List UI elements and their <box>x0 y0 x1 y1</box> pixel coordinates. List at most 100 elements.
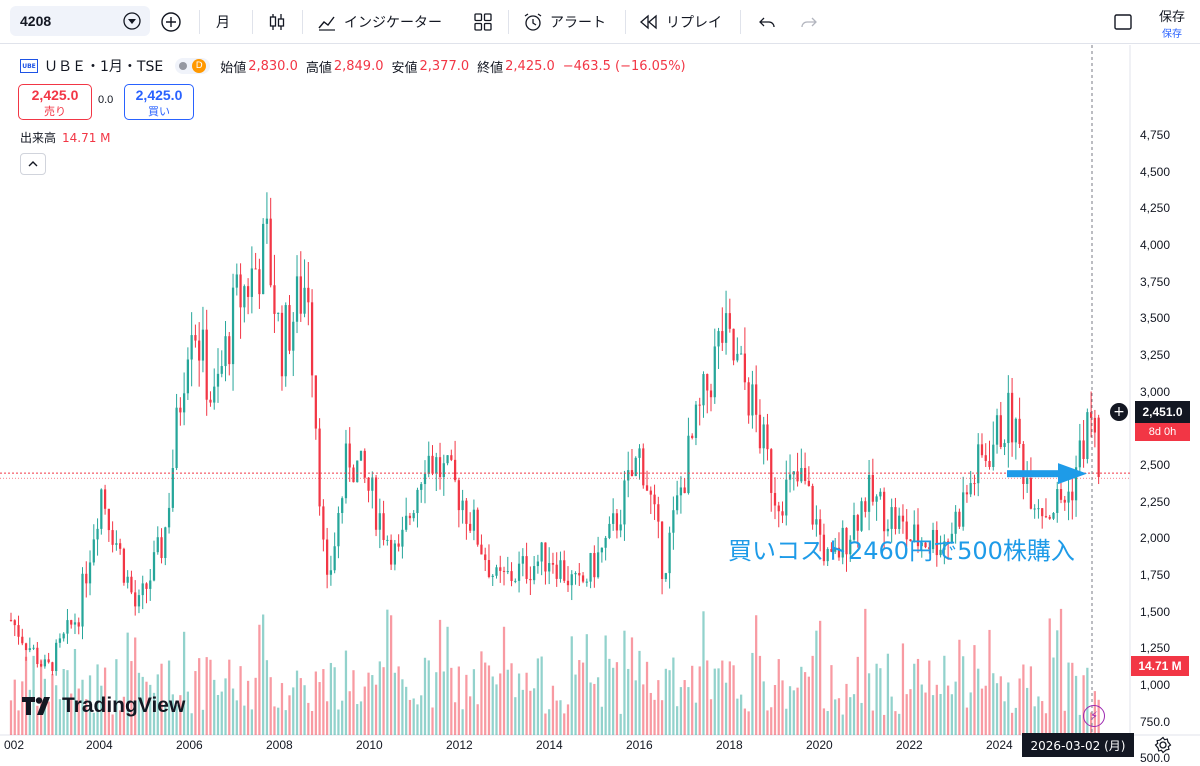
candle-body <box>182 393 186 413</box>
volume-bar <box>717 668 720 735</box>
top-toolbar: 4208 月 インジケーター アラート リプレイ 保存 保存 <box>0 0 1200 44</box>
fullscreen-button[interactable] <box>1112 8 1134 36</box>
candle-body <box>593 553 596 578</box>
interval-button[interactable]: 月 <box>216 15 230 31</box>
candle-body <box>1086 412 1089 459</box>
replay-button[interactable]: リプレイ <box>638 8 722 36</box>
redo-button[interactable] <box>798 8 820 36</box>
buy-button[interactable]: 2,425.0 買い <box>124 84 194 120</box>
candle-body <box>965 492 969 495</box>
chart-type-button[interactable] <box>266 8 288 36</box>
volume-bar <box>378 661 381 735</box>
candle-body <box>830 549 833 552</box>
tradingview-watermark[interactable]: TradingView <box>22 694 185 718</box>
candle-body <box>194 335 197 341</box>
lightning-icon[interactable]: ⚡ <box>1083 705 1105 727</box>
candle-body <box>32 647 35 649</box>
candle-body <box>1041 508 1044 517</box>
candle-body <box>262 223 265 295</box>
candle-body <box>736 353 739 361</box>
volume-bar <box>149 684 152 735</box>
candle-body <box>17 625 20 637</box>
price-tick-label: 500.0 <box>1140 751 1171 766</box>
legend-symbol-name[interactable]: ＵＢＥ・1月・TSE <box>44 59 164 75</box>
candle-body <box>581 575 585 582</box>
candle-body <box>988 460 991 467</box>
candle-body <box>77 622 80 627</box>
volume-bar <box>194 671 197 735</box>
symbol-search[interactable]: 4208 <box>10 6 150 36</box>
alert-button[interactable]: アラート <box>522 8 606 36</box>
candle-body <box>420 484 423 490</box>
volume-bar <box>570 636 573 735</box>
candle-body <box>615 513 619 531</box>
volume-bar <box>167 660 171 735</box>
indicators-button[interactable]: インジケーター <box>316 8 442 36</box>
volume-bar <box>758 655 762 735</box>
volume-bar <box>386 609 389 735</box>
volume-bar <box>228 659 231 735</box>
candle-body <box>958 511 961 527</box>
volume-bar <box>803 672 807 735</box>
volume-bar <box>849 697 852 735</box>
crosshair-date-tag: 2026-03-02 (月) <box>1022 733 1134 757</box>
user-annotation-text[interactable]: 買いコスト2460円で500株購入 <box>728 537 1075 565</box>
toolbar-divider <box>252 10 253 34</box>
volume-bar <box>47 701 50 735</box>
volume-bar <box>837 698 841 735</box>
volume-bar <box>788 686 792 735</box>
layouts-button[interactable] <box>472 8 494 36</box>
candle-body <box>826 549 829 562</box>
candle-body <box>137 595 141 607</box>
candle-body <box>367 477 370 491</box>
candle-body <box>484 554 487 561</box>
add-symbol-button[interactable] <box>160 8 182 36</box>
candle-body <box>70 620 73 625</box>
candle-body <box>935 529 938 556</box>
candle-body <box>905 521 908 540</box>
candle-body <box>103 489 107 509</box>
volume-bar <box>713 668 716 735</box>
volume-bar <box>295 670 299 735</box>
undo-button[interactable] <box>756 8 778 36</box>
volume-bar <box>119 710 122 735</box>
volume-bar <box>51 674 54 735</box>
volume-bar <box>642 684 645 735</box>
volume-bar <box>574 674 577 735</box>
volume-bar <box>1041 701 1044 735</box>
volume-bar <box>318 682 321 735</box>
volume-bar <box>186 691 190 735</box>
volume-bar <box>235 700 238 735</box>
price-chart[interactable] <box>0 45 1200 766</box>
volume-bar <box>77 688 80 735</box>
collapse-legend-button[interactable] <box>20 153 46 175</box>
watermark-text: TradingView <box>62 694 186 717</box>
candle-body <box>691 435 694 438</box>
replay-label: リプレイ <box>666 15 722 31</box>
volume-bar <box>277 707 280 735</box>
candle-body <box>920 542 923 547</box>
market-status-badge[interactable]: D <box>175 58 211 74</box>
candle-body <box>487 560 491 577</box>
volume-bar <box>303 685 306 735</box>
candle-body <box>333 546 336 571</box>
sell-button[interactable]: 2,425.0 売り <box>18 84 92 120</box>
candle-body <box>292 321 295 351</box>
volume-bar <box>487 665 491 735</box>
candle-body <box>216 373 220 387</box>
volume-bar <box>890 696 893 735</box>
candle-body <box>1033 508 1036 510</box>
price-tick-label: 4,500 <box>1140 164 1171 179</box>
save-button[interactable]: 保存 保存 <box>1152 6 1192 40</box>
volume-bar <box>939 693 942 735</box>
candle-body <box>781 511 784 516</box>
gear-icon[interactable] <box>1154 736 1172 754</box>
symbol-legend: UBE ＵＢＥ・1月・TSE D 始値 2,830.0 高値 2,849.0 安値 2… <box>20 56 694 76</box>
compare-symbol-icon[interactable] <box>122 11 142 31</box>
volume-bar <box>423 657 427 735</box>
candle-body <box>845 527 848 555</box>
candle-body <box>755 384 758 415</box>
add-alert-plus-icon[interactable]: + <box>1110 403 1128 421</box>
candle-body <box>250 268 253 297</box>
volume-legend[interactable]: 出来高 14.71 M <box>20 129 111 146</box>
